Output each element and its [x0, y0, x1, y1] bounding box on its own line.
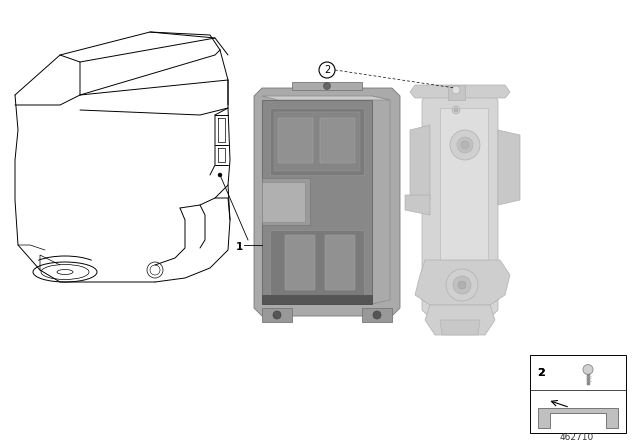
- Circle shape: [273, 311, 281, 319]
- Polygon shape: [410, 125, 430, 200]
- Polygon shape: [410, 85, 510, 98]
- Polygon shape: [285, 235, 315, 290]
- Polygon shape: [262, 96, 390, 100]
- Polygon shape: [270, 108, 364, 175]
- Circle shape: [452, 106, 460, 114]
- Polygon shape: [262, 308, 292, 322]
- Polygon shape: [274, 112, 360, 171]
- Polygon shape: [415, 260, 510, 305]
- Circle shape: [373, 311, 381, 319]
- Circle shape: [454, 108, 458, 112]
- Polygon shape: [372, 96, 390, 304]
- Polygon shape: [320, 118, 355, 163]
- Polygon shape: [362, 308, 392, 322]
- Polygon shape: [278, 118, 313, 163]
- Polygon shape: [530, 355, 626, 433]
- Circle shape: [461, 141, 469, 149]
- Polygon shape: [285, 235, 315, 290]
- Text: 2: 2: [537, 367, 545, 378]
- Polygon shape: [262, 178, 310, 225]
- Polygon shape: [270, 230, 364, 295]
- Polygon shape: [292, 82, 362, 90]
- Polygon shape: [498, 130, 520, 205]
- Polygon shape: [325, 235, 355, 290]
- Circle shape: [450, 130, 480, 160]
- Circle shape: [446, 269, 478, 301]
- Circle shape: [323, 82, 330, 90]
- Polygon shape: [425, 305, 495, 335]
- Circle shape: [319, 62, 335, 78]
- Polygon shape: [325, 235, 355, 290]
- Circle shape: [452, 86, 460, 94]
- Circle shape: [453, 276, 471, 294]
- Polygon shape: [448, 85, 465, 100]
- Text: 462710: 462710: [560, 433, 594, 442]
- Polygon shape: [440, 320, 480, 335]
- Polygon shape: [440, 108, 488, 280]
- Polygon shape: [405, 195, 430, 215]
- Text: 2: 2: [324, 65, 330, 75]
- Polygon shape: [254, 88, 400, 316]
- Text: 1: 1: [236, 242, 243, 252]
- Polygon shape: [538, 408, 618, 428]
- Polygon shape: [262, 100, 372, 304]
- Circle shape: [583, 365, 593, 375]
- Polygon shape: [262, 182, 305, 222]
- Circle shape: [458, 281, 466, 289]
- Circle shape: [457, 137, 473, 153]
- Text: 2: 2: [537, 367, 545, 378]
- Polygon shape: [422, 92, 498, 318]
- Circle shape: [218, 173, 222, 177]
- Polygon shape: [262, 295, 372, 304]
